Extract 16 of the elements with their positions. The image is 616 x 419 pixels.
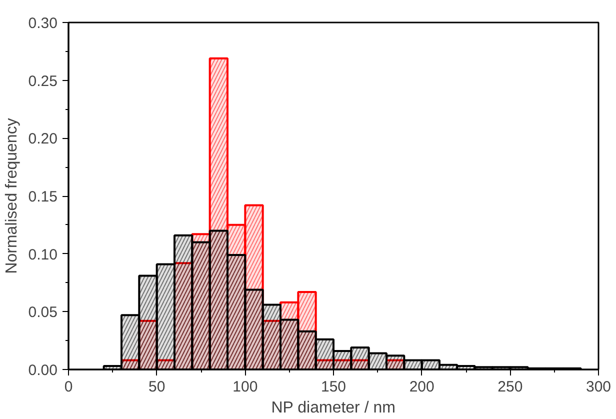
x-tick-label: 100 [232, 378, 258, 396]
y-tick-label: 0.15 [28, 188, 58, 206]
y-tick-label: 0.00 [28, 362, 58, 379]
y-tick-label: 0.10 [28, 246, 58, 264]
x-tick-label: 250 [498, 378, 523, 396]
x-tick-label: 150 [320, 378, 346, 396]
y-tick-label: 0.25 [28, 72, 58, 90]
y-tick-label: 0.20 [28, 130, 58, 148]
x-tick-label: 0 [64, 378, 73, 396]
y-axis-title: Normalised frequency [3, 118, 20, 274]
x-tick-label: 50 [148, 378, 166, 396]
y-tick-label: 0.05 [28, 304, 58, 322]
x-axis-title: NP diameter / nm [271, 400, 396, 416]
x-tick-label: 300 [586, 378, 612, 396]
y-tick-label: 0.30 [28, 15, 58, 32]
x-tick-label: 200 [409, 378, 434, 396]
